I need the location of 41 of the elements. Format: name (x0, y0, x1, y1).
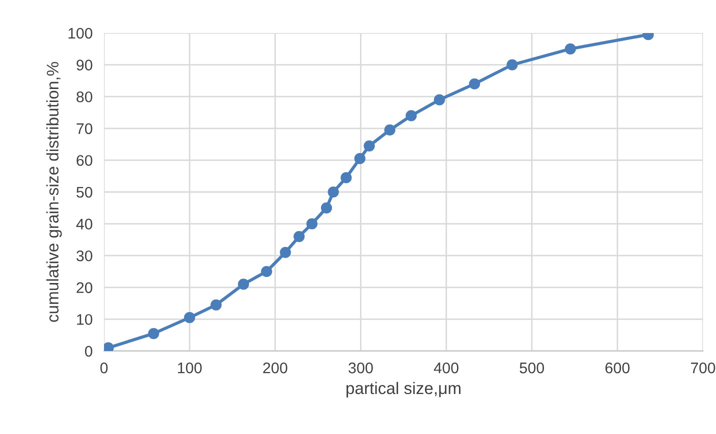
y-tick-label: 60 (76, 155, 92, 166)
point (280, 246, 291, 258)
point (434, 94, 445, 106)
y-tick-label: 10 (77, 314, 92, 325)
y-tick-label: 30 (76, 250, 92, 262)
y-tick-label: 70 (76, 123, 92, 134)
point (406, 110, 417, 122)
point (294, 230, 305, 242)
point (384, 124, 396, 136)
x-axis-title: partical size,μm (346, 382, 460, 398)
point (210, 299, 222, 310)
x-tick-label: 100 (178, 362, 202, 374)
point (104, 342, 114, 351)
y-tick-label: 50 (76, 186, 92, 198)
y-tick-label: 0 (84, 346, 92, 357)
point (184, 312, 196, 324)
point (320, 202, 332, 214)
point (148, 328, 160, 340)
x-tick-label: 500 (520, 362, 544, 374)
point (468, 78, 480, 90)
point (354, 153, 366, 164)
x-tick-label: 0 (100, 362, 108, 374)
x-tick-label: 600 (605, 362, 630, 374)
y-tick-label: 20 (76, 282, 92, 294)
point (564, 43, 576, 54)
x-tick-label: 200 (263, 362, 288, 374)
point (364, 140, 375, 152)
x-tick-label: 400 (434, 362, 458, 374)
y-tick-label: 100 (68, 28, 92, 39)
y-tick-label: 80 (76, 91, 92, 102)
y-axis-title: cumulative grain-size distribution,% (46, 62, 62, 322)
point (238, 278, 250, 290)
y-tick-label: 40 (76, 218, 92, 230)
point (261, 266, 272, 278)
point (328, 186, 339, 198)
x-tick-label: 700 (691, 362, 716, 374)
point (306, 218, 318, 230)
point (340, 172, 352, 184)
y-tick-label: 90 (76, 60, 92, 70)
point (506, 59, 518, 70)
x-tick-label: 300 (348, 362, 373, 374)
